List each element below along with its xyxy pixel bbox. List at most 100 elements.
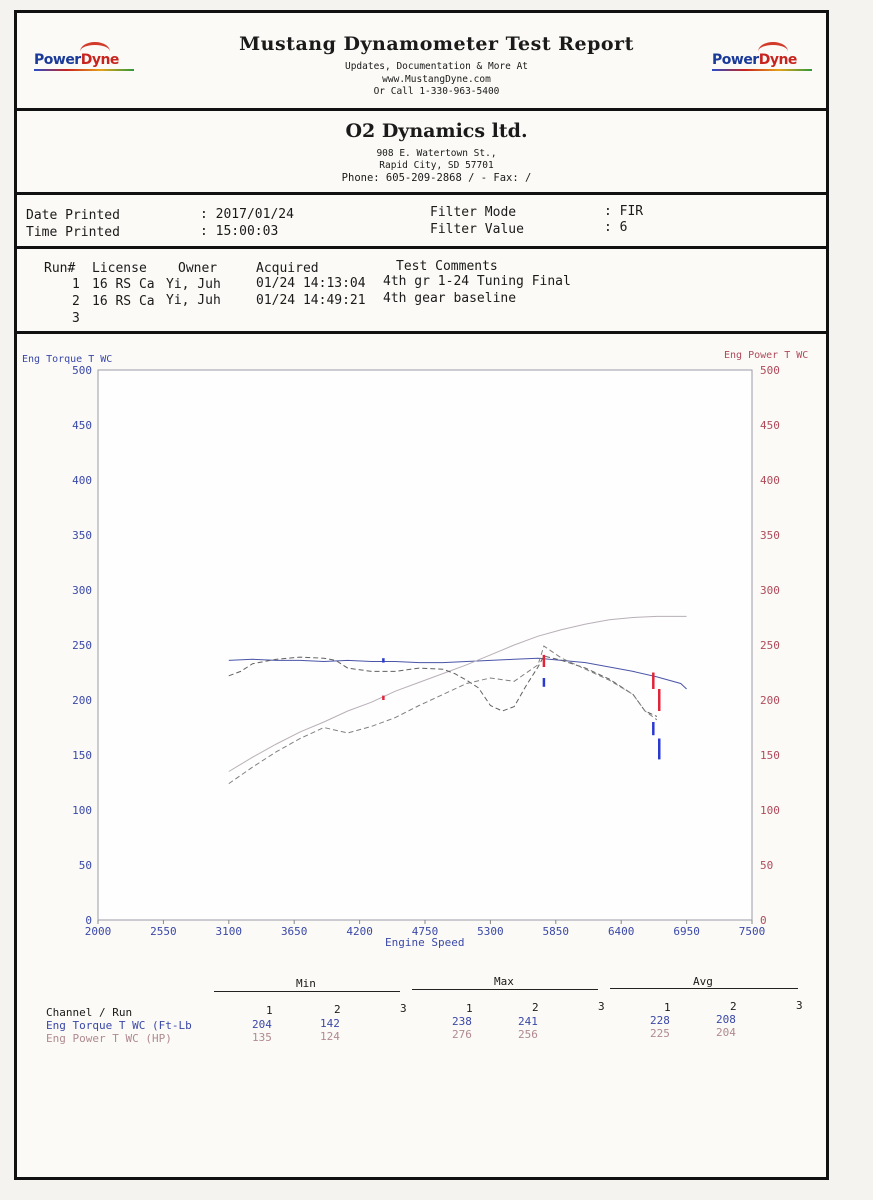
- stats-col-header: 3: [598, 1000, 605, 1013]
- run-acquired: 01/24 14:13:04: [256, 276, 366, 291]
- stats-rule: [412, 989, 598, 990]
- stats-col-header: 3: [400, 1002, 407, 1015]
- stats-torque-max-2: 241: [518, 1015, 538, 1028]
- x-tick-label: 4200: [346, 925, 373, 938]
- stats-torque-label: Eng Torque T WC (Ft-Lb: [46, 1019, 192, 1032]
- left-tick-label: 450: [72, 419, 92, 432]
- left-tick-label: 400: [72, 474, 92, 487]
- stats-torque-avg-1: 228: [650, 1014, 670, 1027]
- runs-header-license: License: [92, 261, 147, 276]
- right-tick-label: 450: [760, 419, 780, 432]
- run-comment: 4th gr 1-24 Tuning Final: [383, 274, 571, 289]
- stats-torque-max-1: 238: [452, 1015, 472, 1028]
- run-license: 16 RS Ca: [92, 277, 155, 292]
- run-number: 1: [72, 277, 80, 292]
- stats-row-header: Channel / Run: [46, 1006, 133, 1019]
- divider: [17, 192, 826, 195]
- right-tick-label: 0: [760, 914, 767, 927]
- run-owner: Yi, Juh: [166, 293, 221, 308]
- plot-area: [97, 369, 753, 921]
- stats-group-avg: Avg: [693, 975, 713, 988]
- divider: [17, 331, 826, 334]
- time-printed-label: Time Printed: [26, 225, 120, 240]
- stats-group-max: Max: [494, 975, 514, 988]
- left-tick-label: 350: [72, 529, 92, 542]
- run-number: 2: [72, 294, 80, 309]
- powerdyne-logo-left: PowerDyne: [34, 42, 134, 71]
- run-owner: Yi, Juh: [166, 277, 221, 292]
- left-tick-label: 500: [72, 364, 92, 377]
- stats-col-header: 1: [466, 1002, 473, 1015]
- runs-header-acquired: Acquired: [256, 261, 319, 276]
- left-tick-label: 200: [72, 694, 92, 707]
- run-comment: 4th gear baseline: [383, 291, 517, 306]
- company-name: O2 Dynamics ltd.: [345, 120, 528, 142]
- stats-rule: [214, 991, 400, 992]
- x-tick-label: 5300: [477, 925, 504, 938]
- runs-header-comments: Test Comments: [396, 259, 498, 274]
- stats-power-max-2: 256: [518, 1028, 538, 1041]
- left-axis-title: Eng Torque T WC: [22, 354, 113, 365]
- right-tick-label: 150: [760, 749, 780, 762]
- right-tick-label: 300: [760, 584, 780, 597]
- company-phone: Phone: 605-209-2868 / - Fax: /: [341, 172, 532, 184]
- stats-power-avg-2: 204: [716, 1026, 736, 1039]
- left-tick-label: 150: [72, 749, 92, 762]
- stats-col-header: 2: [730, 1000, 737, 1013]
- filter-value-label: Filter Value: [430, 222, 524, 237]
- stats-power-label: Eng Power T WC (HP): [46, 1032, 172, 1045]
- divider: [17, 108, 826, 111]
- x-tick-label: 3100: [216, 925, 243, 938]
- powerdyne-logo-right: PowerDyne: [712, 42, 812, 71]
- series-run1-torque: [228, 657, 687, 690]
- company-address1: 908 E. Watertown St.,: [376, 148, 497, 159]
- right-tick-label: 500: [760, 364, 780, 377]
- left-tick-label: 50: [79, 859, 92, 872]
- right-tick-label: 200: [760, 694, 780, 707]
- run-license: 16 RS Ca: [92, 294, 155, 309]
- stats-torque-min-1: 204: [252, 1018, 272, 1031]
- stats-col-header: 2: [532, 1001, 539, 1014]
- date-printed-value: : 2017/01/24: [200, 207, 294, 222]
- series-run1-power: [228, 615, 687, 772]
- stats-power-avg-1: 225: [650, 1027, 670, 1040]
- left-tick-label: 250: [72, 639, 92, 652]
- date-printed-label: Date Printed: [26, 208, 120, 223]
- x-tick-label: 4750: [412, 925, 439, 938]
- runs-header-run: Run#: [44, 261, 76, 276]
- stats-torque-min-2: 142: [320, 1017, 340, 1030]
- filter-value-value: : 6: [604, 220, 628, 235]
- right-tick-label: 400: [760, 474, 780, 487]
- filter-mode-label: Filter Mode: [430, 205, 517, 220]
- stats-rule: [610, 988, 798, 989]
- x-tick-label: 6950: [673, 925, 700, 938]
- left-tick-label: 100: [72, 804, 92, 817]
- stats-col-header: 1: [664, 1001, 671, 1014]
- x-tick-label: 3650: [281, 925, 308, 938]
- filter-mode-value: : FIR: [604, 204, 644, 219]
- right-tick-label: 350: [760, 529, 780, 542]
- header-line1: Updates, Documentation & More At: [344, 61, 529, 72]
- left-tick-label: 300: [72, 584, 92, 597]
- runs-header-owner: Owner: [178, 261, 218, 276]
- x-tick-label: 5850: [543, 925, 570, 938]
- stats-col-header: 2: [334, 1003, 341, 1016]
- stats-col-header: 3: [796, 999, 803, 1012]
- stats-power-min-2: 124: [320, 1030, 340, 1043]
- company-address2: Rapid City, SD 57701: [379, 160, 494, 171]
- x-tick-label: 7500: [739, 925, 766, 938]
- stats-power-min-1: 135: [252, 1031, 272, 1044]
- time-printed-value: : 15:00:03: [200, 224, 279, 239]
- run-number: 3: [72, 311, 80, 326]
- x-axis-title: Engine Speed: [385, 936, 465, 949]
- right-tick-label: 250: [760, 639, 780, 652]
- x-tick-label: 2000: [85, 925, 112, 938]
- stats-torque-avg-2: 208: [716, 1013, 736, 1026]
- stats-col-header: 1: [266, 1004, 273, 1017]
- header-line2: www.MustangDyne.com: [382, 74, 491, 85]
- x-tick-label: 2550: [150, 925, 177, 938]
- left-tick-label: 0: [85, 914, 92, 927]
- series-run2-power: [228, 645, 658, 785]
- right-tick-label: 100: [760, 804, 780, 817]
